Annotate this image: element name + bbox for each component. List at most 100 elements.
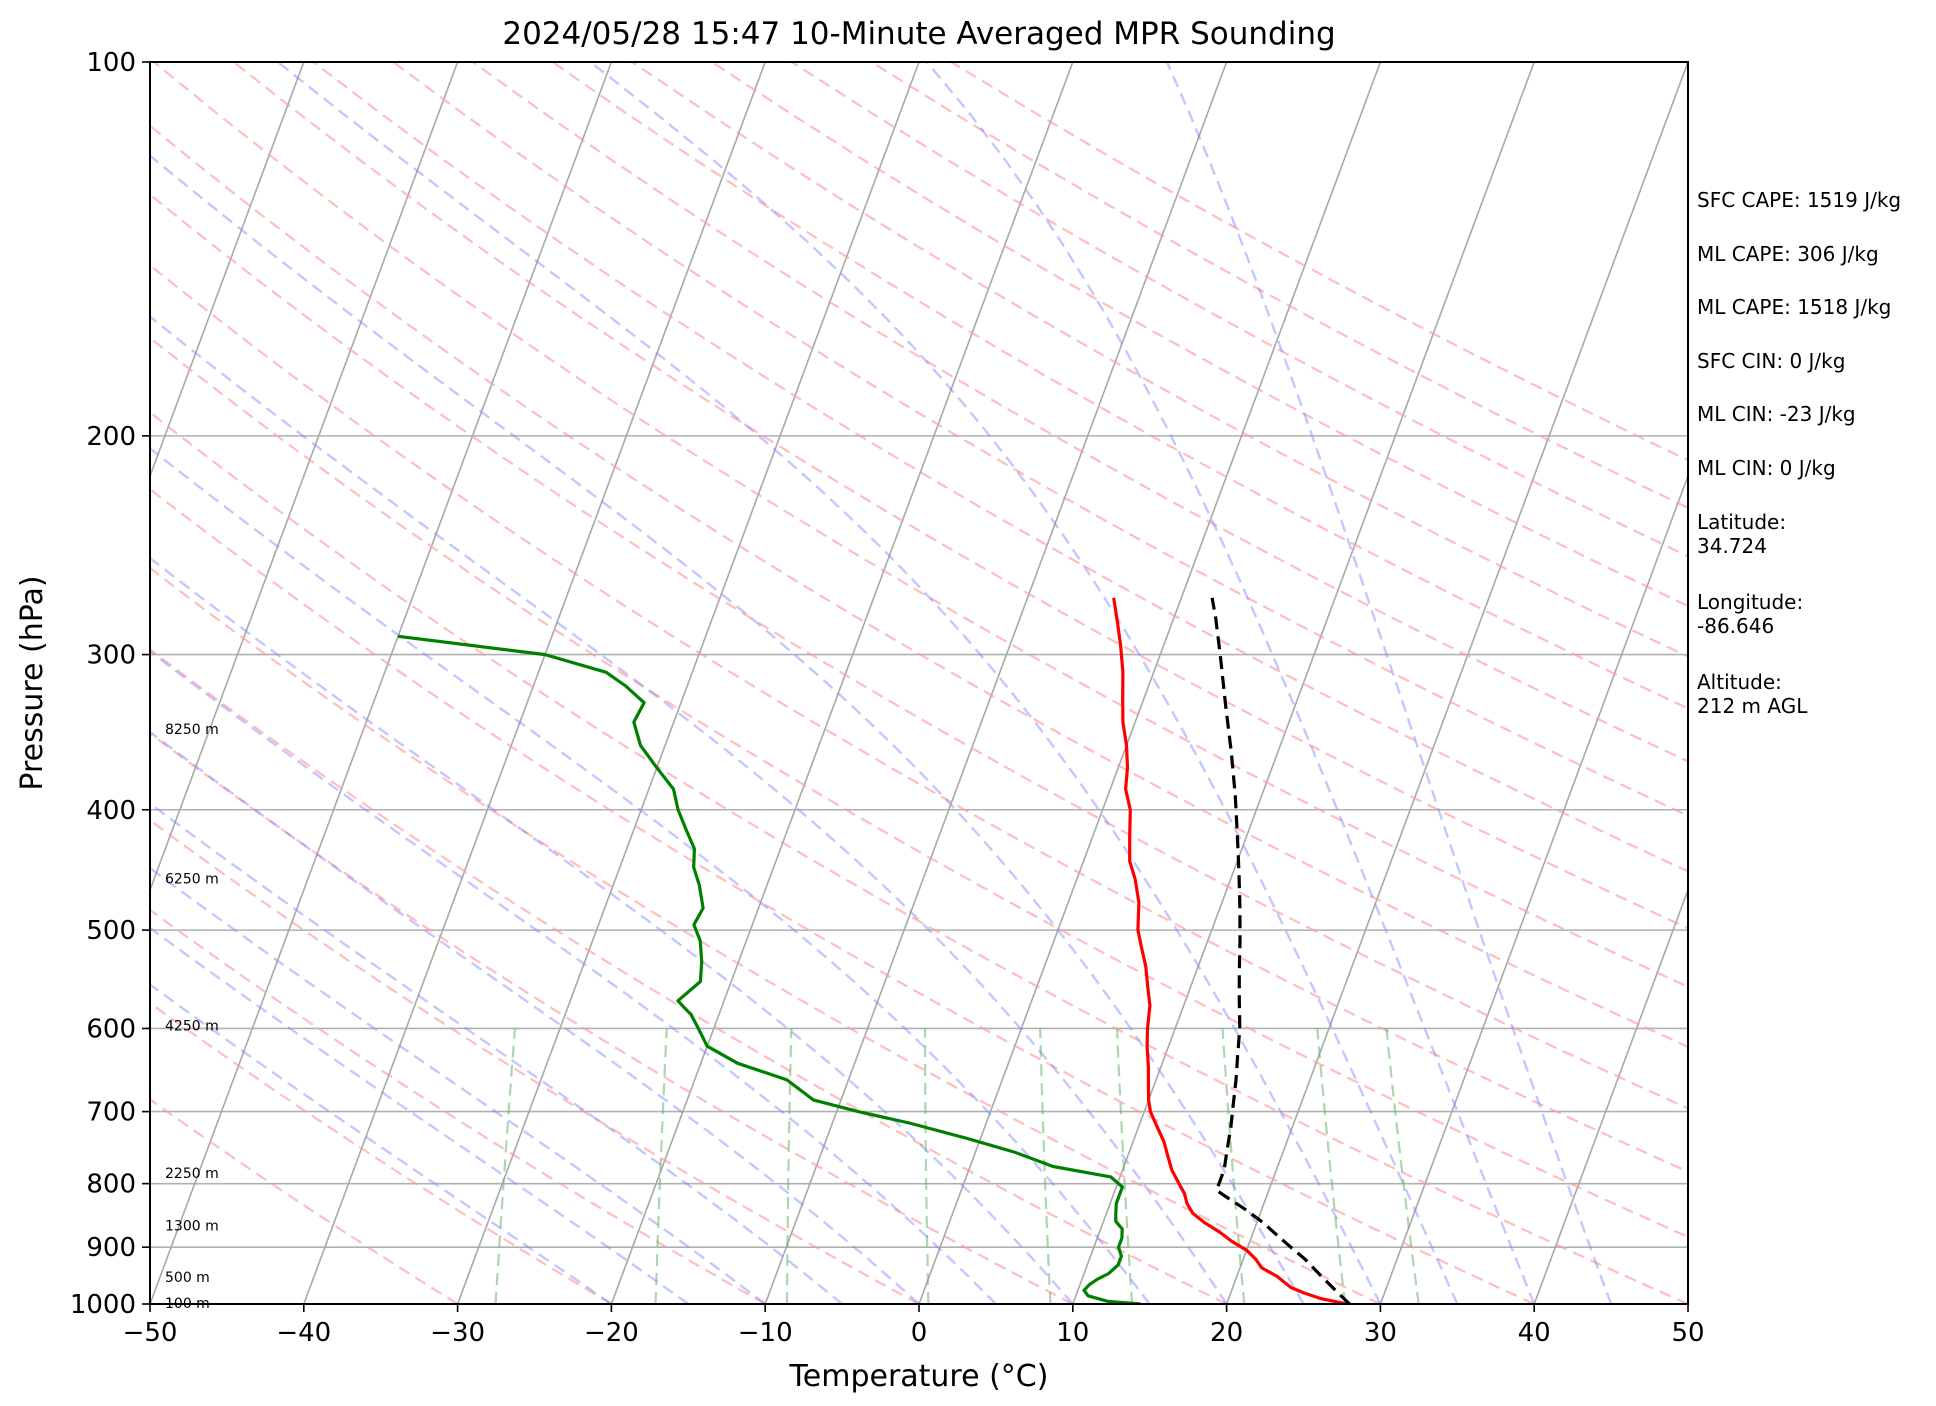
isotherm-line	[150, 62, 459, 893]
mixing-ratio-line	[1039, 1028, 1052, 1304]
x-tick-label: 0	[911, 1318, 928, 1348]
x-tick-label: −10	[738, 1318, 793, 1348]
y-tick-label: 200	[86, 422, 136, 452]
mixing-ratio-line	[924, 1028, 930, 1304]
sounding-info-panel: SFC CAPE: 1519 J/kg ML CAPE: 306 J/kg ML…	[1697, 188, 1927, 750]
x-tick-label: 40	[1518, 1318, 1551, 1348]
isotherm-line	[918, 62, 1382, 1304]
dry-adiabat-line	[150, 193, 1688, 1110]
x-axis-label: Temperature (°C)	[789, 1359, 1049, 1394]
altitude-label: 2250 m	[165, 1166, 219, 1182]
sfc-cin-text: SFC CIN: 0 J/kg	[1697, 348, 1846, 373]
y-axis-label: Pressure (hPa)	[15, 575, 50, 790]
dewpoint-trace	[397, 634, 1141, 1304]
altitude-label: 1300 m	[165, 1218, 219, 1234]
isotherm-line	[764, 62, 1228, 1304]
altitude-label: 4250 m	[165, 1019, 219, 1035]
dry-adiabat-line	[312, 62, 1688, 873]
y-tick-label: 300	[86, 641, 136, 671]
sounding-traces	[397, 597, 1351, 1304]
isotherm-line	[610, 62, 1074, 1304]
y-tick-label: 400	[86, 796, 136, 826]
mixing-ratio-line	[654, 1028, 668, 1304]
moist-adiabat-line	[150, 983, 613, 1304]
moist-adiabat-line	[150, 154, 1305, 1304]
dry-adiabat-line	[150, 411, 1688, 1304]
altitude-text: Altitude: 212 m AGL	[1697, 669, 1808, 718]
moist-adiabat-line	[150, 446, 1151, 1304]
isotherm-line	[1225, 62, 1688, 1304]
x-axis-ticks: −50 −40 −30 −20 −10 0 10 20 30 40 50	[123, 1304, 1705, 1348]
moist-adiabat-line	[277, 62, 1382, 1304]
moist-adiabat-line	[150, 556, 1074, 1304]
moist-adiabat-line	[589, 62, 1459, 1304]
isotherm-line	[456, 62, 920, 1304]
y-tick-label: 100	[86, 48, 136, 78]
isotherm-line	[150, 62, 613, 1304]
x-tick-label: −40	[276, 1318, 331, 1348]
dry-adiabat-line	[150, 648, 1228, 1304]
moist-adiabat-line	[150, 866, 766, 1304]
longitude-text: Longitude: -86.646	[1697, 589, 1804, 638]
y-axis-ticks: 100 200 300 400 500 600 700 800 900 1000	[70, 48, 150, 1320]
isotherm-line	[150, 62, 305, 479]
ml-cape-text: ML CAPE: 306 J/kg	[1697, 241, 1879, 266]
x-tick-label: 30	[1364, 1318, 1397, 1348]
altitude-label: 6250 m	[165, 871, 219, 887]
dry-adiabat-line	[150, 1098, 459, 1304]
dry-adiabat-line	[631, 62, 1688, 658]
moist-adiabat-line	[150, 315, 1228, 1304]
latitude-text: Latitude: 34.724	[1697, 509, 1787, 558]
dry-adiabat-line	[150, 566, 1381, 1304]
mixing-ratio-line	[1316, 1028, 1347, 1304]
x-tick-label: 20	[1210, 1318, 1243, 1348]
y-tick-label: 1000	[70, 1290, 136, 1320]
mixing-ratio-line	[785, 1028, 793, 1304]
dry-adiabat-line	[150, 124, 1688, 1048]
x-tick-label: −50	[123, 1318, 178, 1348]
x-tick-label: −30	[430, 1318, 485, 1348]
isotherm-line	[1533, 887, 1688, 1304]
y-tick-label: 900	[86, 1233, 136, 1263]
isotherm-line	[1379, 473, 1688, 1304]
mixing-ratio-line	[494, 1028, 516, 1304]
dry-adiabat-line	[150, 818, 920, 1304]
x-tick-label: −20	[584, 1318, 639, 1348]
x-tick-label: 50	[1671, 1318, 1704, 1348]
mixing-ratio-line	[1116, 1028, 1134, 1304]
moist-adiabat-line	[150, 926, 690, 1304]
x-tick-label: 10	[1056, 1318, 1089, 1348]
dry-adiabat-line	[150, 732, 1074, 1304]
dry-adiabat-line	[150, 336, 1688, 1239]
mixing-ratio-line	[1221, 1028, 1246, 1304]
chart-title: 2024/05/28 15:47 10-Minute Averaged MPR …	[502, 16, 1335, 52]
dry-adiabat-line	[150, 908, 766, 1304]
moist-adiabat-line	[925, 62, 1536, 1304]
y-tick-label: 600	[86, 1014, 136, 1044]
moist-adiabat-line	[150, 649, 997, 1304]
y-tick-label: 700	[86, 1098, 136, 1128]
dry-adiabat-line	[150, 487, 1535, 1304]
temperature-trace	[1112, 597, 1347, 1304]
altitude-label: 8250 m	[165, 722, 219, 738]
parcel-trace	[1210, 597, 1351, 1304]
background-reference-lines	[150, 62, 1688, 1304]
y-tick-label: 800	[86, 1170, 136, 1200]
isotherm-line	[303, 62, 766, 1304]
moist-adiabat-line	[1165, 62, 1613, 1304]
dry-adiabat-line	[153, 62, 1688, 988]
sfc-cape-text: SFC CAPE: 1519 J/kg	[1697, 188, 1902, 212]
ml-cape-text-2: ML CAPE: 1518 J/kg	[1697, 295, 1892, 320]
ml-cin-text-2: ML CIN: 0 J/kg	[1697, 455, 1836, 480]
dry-adiabat-line	[392, 62, 1688, 817]
moist-adiabat-line	[150, 730, 920, 1304]
dry-adiabat-line	[551, 62, 1688, 710]
dry-adiabat-line	[233, 62, 1688, 930]
ml-cin-text: ML CIN: -23 J/kg	[1697, 402, 1856, 427]
moist-adiabat-line	[150, 801, 843, 1304]
y-tick-label: 500	[86, 916, 136, 946]
mixing-ratio-line	[1385, 1028, 1420, 1304]
altitude-label: 500 m	[165, 1270, 210, 1286]
